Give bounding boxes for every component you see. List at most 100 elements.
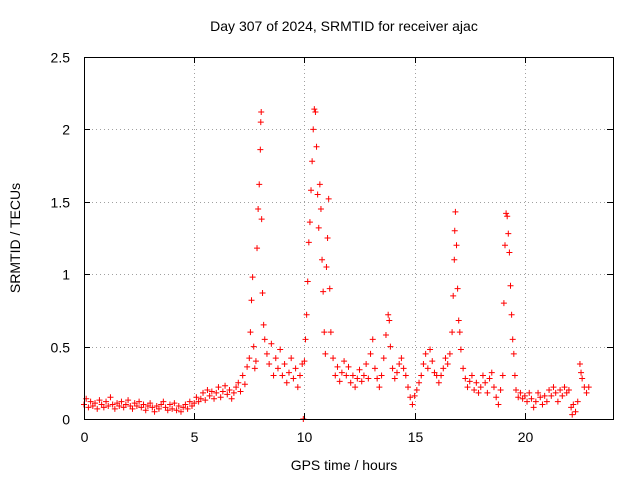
data-point bbox=[526, 389, 533, 396]
data-point bbox=[254, 245, 261, 252]
data-point bbox=[268, 340, 275, 347]
data-point bbox=[228, 395, 235, 402]
data-point bbox=[507, 282, 514, 289]
data-point bbox=[184, 405, 191, 412]
data-point bbox=[263, 350, 270, 357]
data-point bbox=[378, 372, 385, 379]
data-point bbox=[85, 404, 92, 411]
data-point bbox=[464, 384, 471, 391]
data-point bbox=[495, 401, 502, 408]
data-point bbox=[572, 408, 579, 415]
data-point bbox=[317, 206, 324, 213]
data-point bbox=[530, 404, 537, 411]
data-point bbox=[226, 387, 233, 394]
data-point bbox=[297, 372, 304, 379]
data-point bbox=[583, 389, 590, 396]
data-point bbox=[118, 398, 125, 405]
data-point bbox=[486, 375, 493, 382]
data-point bbox=[257, 146, 264, 153]
data-point bbox=[376, 384, 383, 391]
data-point bbox=[524, 398, 531, 405]
data-point bbox=[302, 336, 309, 343]
data-point bbox=[322, 350, 329, 357]
data-point bbox=[504, 213, 511, 220]
y-tick-label: 2.5 bbox=[51, 50, 71, 66]
data-point bbox=[517, 389, 524, 396]
data-point bbox=[484, 389, 491, 396]
data-point bbox=[235, 379, 242, 386]
data-point bbox=[306, 219, 313, 226]
data-point bbox=[398, 355, 405, 362]
data-point bbox=[314, 191, 321, 198]
data-point bbox=[554, 398, 561, 405]
data-point bbox=[277, 346, 284, 353]
data-point bbox=[451, 227, 458, 234]
data-point bbox=[215, 384, 222, 391]
data-point bbox=[151, 408, 158, 415]
data-point bbox=[471, 387, 478, 394]
data-point bbox=[313, 143, 320, 150]
data-point bbox=[103, 398, 110, 405]
data-point bbox=[197, 395, 204, 402]
data-point bbox=[204, 387, 211, 394]
data-point bbox=[116, 402, 123, 409]
data-point bbox=[105, 402, 112, 409]
data-point bbox=[416, 379, 423, 386]
data-point bbox=[546, 387, 553, 394]
data-point bbox=[570, 401, 577, 408]
data-point bbox=[208, 388, 215, 395]
data-point bbox=[409, 401, 416, 408]
data-point bbox=[164, 407, 171, 414]
data-point bbox=[444, 360, 451, 367]
data-point bbox=[248, 297, 255, 304]
data-point bbox=[407, 394, 414, 401]
data-point bbox=[501, 242, 508, 249]
data-point bbox=[177, 408, 184, 415]
data-point bbox=[543, 398, 550, 405]
data-point bbox=[539, 401, 546, 408]
data-point bbox=[552, 389, 559, 396]
data-point bbox=[140, 401, 147, 408]
data-point bbox=[356, 366, 363, 373]
data-point bbox=[327, 329, 334, 336]
data-point bbox=[237, 388, 244, 395]
data-point bbox=[511, 372, 518, 379]
data-point bbox=[233, 384, 240, 391]
data-point bbox=[206, 392, 213, 399]
data-point bbox=[400, 365, 407, 372]
data-point bbox=[424, 365, 431, 372]
y-tick-label: 0.5 bbox=[51, 340, 71, 356]
data-point bbox=[537, 394, 544, 401]
data-point bbox=[244, 363, 251, 370]
data-point bbox=[576, 360, 583, 367]
data-point bbox=[541, 392, 548, 399]
data-point bbox=[87, 398, 94, 405]
data-point bbox=[438, 372, 445, 379]
data-point bbox=[490, 384, 497, 391]
data-point bbox=[252, 358, 259, 365]
data-point bbox=[374, 375, 381, 382]
data-point bbox=[191, 400, 198, 407]
data-point bbox=[283, 379, 290, 386]
data-point bbox=[561, 384, 568, 391]
data-point bbox=[510, 350, 517, 357]
data-point bbox=[503, 210, 510, 217]
data-point bbox=[449, 329, 456, 336]
data-point bbox=[272, 355, 279, 362]
data-point bbox=[261, 336, 268, 343]
data-point bbox=[452, 208, 459, 215]
data-point bbox=[308, 187, 315, 194]
grid-lines bbox=[84, 57, 613, 419]
data-point bbox=[92, 400, 99, 407]
chart-title: Day 307 of 2024, SRMTID for receiver aja… bbox=[210, 18, 478, 34]
data-point bbox=[391, 375, 398, 382]
data-point bbox=[316, 181, 323, 188]
data-point bbox=[175, 402, 182, 409]
data-point bbox=[249, 274, 256, 281]
data-point bbox=[429, 358, 436, 365]
data-point bbox=[358, 378, 365, 385]
data-point bbox=[305, 239, 312, 246]
data-point bbox=[133, 402, 140, 409]
data-point bbox=[111, 405, 118, 412]
data-point bbox=[250, 343, 257, 350]
